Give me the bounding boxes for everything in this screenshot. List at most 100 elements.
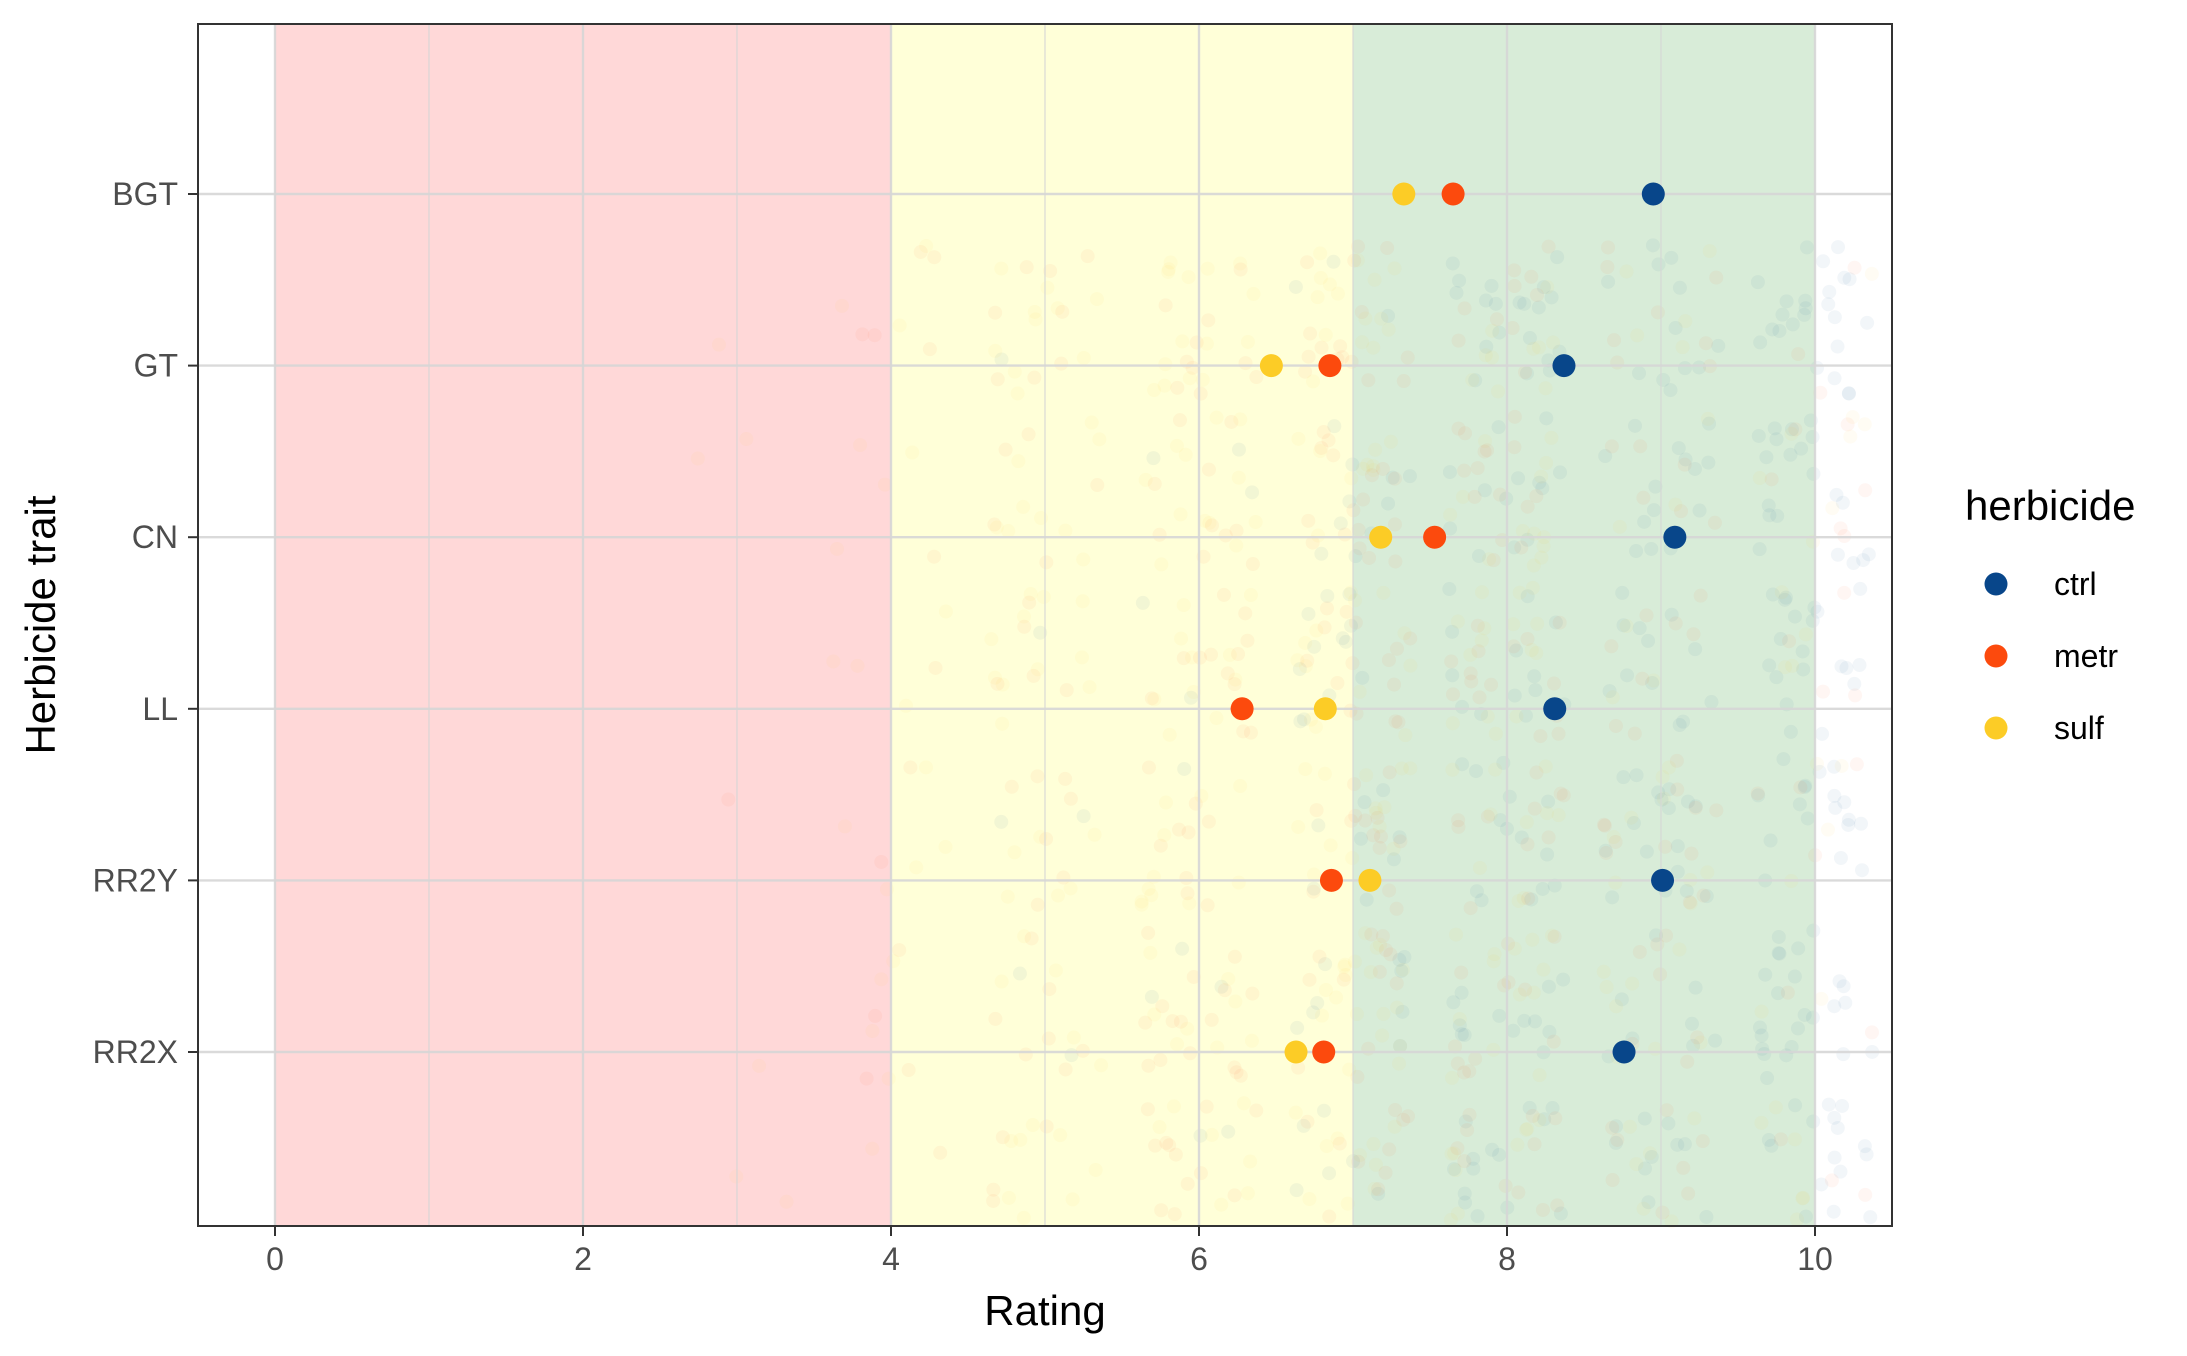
jitter-point	[1445, 716, 1460, 731]
jitter-point	[1692, 360, 1707, 375]
jitter-point	[1688, 642, 1703, 657]
jitter-point	[1445, 687, 1460, 702]
jitter-point	[1392, 830, 1407, 845]
jitter-point	[1380, 240, 1395, 255]
jitter-point	[1676, 1160, 1691, 1175]
jitter-point	[1688, 800, 1703, 815]
jitter-point	[1820, 822, 1835, 837]
jitter-point	[1633, 439, 1648, 454]
jitter-point	[1382, 1142, 1397, 1157]
jitter-point	[1314, 1008, 1329, 1023]
jitter-point	[1292, 662, 1307, 677]
jitter-point	[1518, 365, 1533, 380]
jitter-point	[1342, 1062, 1357, 1077]
jitter-point	[1472, 860, 1487, 875]
jitter-point	[834, 298, 849, 313]
jitter-point	[1249, 370, 1264, 385]
jitter-point	[1519, 366, 1534, 381]
jitter-point	[1830, 547, 1845, 562]
jitter-point	[1387, 1119, 1402, 1134]
jitter-point	[1337, 527, 1352, 542]
jitter-point	[1016, 609, 1031, 624]
jitter-point	[1507, 279, 1522, 294]
jitter-point	[874, 972, 889, 987]
legend-key-metr	[1984, 644, 2008, 668]
jitter-point	[1153, 1053, 1168, 1068]
jitter-point	[1553, 1206, 1568, 1221]
jitter-point	[1457, 301, 1472, 316]
jitter-point	[1758, 967, 1773, 982]
jitter-point	[919, 239, 934, 254]
jitter-point	[1161, 262, 1176, 277]
jitter-point	[1063, 881, 1078, 896]
jitter-point	[1471, 549, 1486, 564]
jitter-point	[1322, 277, 1337, 292]
jitter-point	[1785, 317, 1800, 332]
jitter-point	[1709, 270, 1724, 285]
point-sulf-bgt	[1392, 182, 1416, 206]
jitter-point	[1355, 670, 1370, 685]
jitter-point	[1646, 673, 1661, 688]
jitter-point	[1860, 315, 1875, 330]
jitter-point	[1668, 497, 1683, 512]
jitter-point	[1173, 507, 1188, 522]
jitter-point	[1026, 668, 1041, 683]
jitter-point	[1468, 1051, 1483, 1066]
jitter-point	[1451, 819, 1466, 834]
point-metr-ll	[1230, 697, 1254, 721]
jitter-point	[1147, 476, 1162, 491]
jitter-point	[1084, 415, 1099, 430]
jitter-point	[1480, 809, 1495, 824]
jitter-point	[927, 250, 942, 265]
jitter-point	[1403, 658, 1418, 673]
jitter-point	[1245, 485, 1260, 500]
jitter-point	[905, 445, 920, 460]
jitter-point	[1345, 851, 1360, 866]
jitter-point	[1541, 239, 1556, 254]
jitter-point	[1533, 729, 1548, 744]
jitter-point	[1556, 788, 1571, 803]
jitter-point	[1835, 1098, 1850, 1113]
jitter-point	[1398, 728, 1413, 743]
jitter-point	[1457, 1154, 1472, 1169]
jitter-point	[1028, 312, 1043, 327]
jitter-point	[1540, 280, 1555, 295]
jitter-point	[1180, 1021, 1195, 1036]
jitter-point	[1170, 380, 1185, 395]
jitter-point	[1474, 633, 1489, 648]
jitter-point	[1487, 947, 1502, 962]
jitter-point	[1708, 1033, 1723, 1048]
jitter-point	[913, 244, 928, 259]
jitter-point	[1338, 957, 1353, 972]
jitter-point	[1370, 810, 1385, 825]
point-sulf-rr2y	[1358, 868, 1382, 892]
jitter-point	[1445, 762, 1460, 777]
jitter-point	[1806, 923, 1821, 938]
jitter-point	[928, 660, 943, 675]
jitter-point	[1472, 690, 1487, 705]
jitter-point	[1526, 558, 1541, 573]
jitter-point	[1075, 594, 1090, 609]
jitter-point	[1489, 312, 1504, 327]
jitter-point	[1674, 504, 1689, 519]
jitter-point	[1480, 443, 1495, 458]
jitter-point	[1520, 837, 1535, 852]
jitter-point	[1464, 674, 1479, 689]
jitter-point	[1469, 764, 1484, 779]
jitter-point	[1309, 803, 1324, 818]
jitter-point	[1227, 1060, 1242, 1075]
jitter-point	[1457, 1065, 1472, 1080]
jitter-point	[1466, 1161, 1481, 1176]
jitter-point	[1668, 616, 1683, 631]
jitter-point	[1249, 1103, 1264, 1118]
jitter-point	[1143, 945, 1158, 960]
jitter-point	[1352, 1148, 1367, 1163]
jitter-point	[1547, 878, 1562, 893]
jitter-point	[1167, 1207, 1182, 1222]
jitter-point	[1457, 463, 1472, 478]
jitter-point	[1698, 336, 1713, 351]
jitter-point	[1671, 441, 1686, 456]
jitter-point	[1599, 980, 1614, 995]
jitter-point	[1447, 1146, 1462, 1161]
